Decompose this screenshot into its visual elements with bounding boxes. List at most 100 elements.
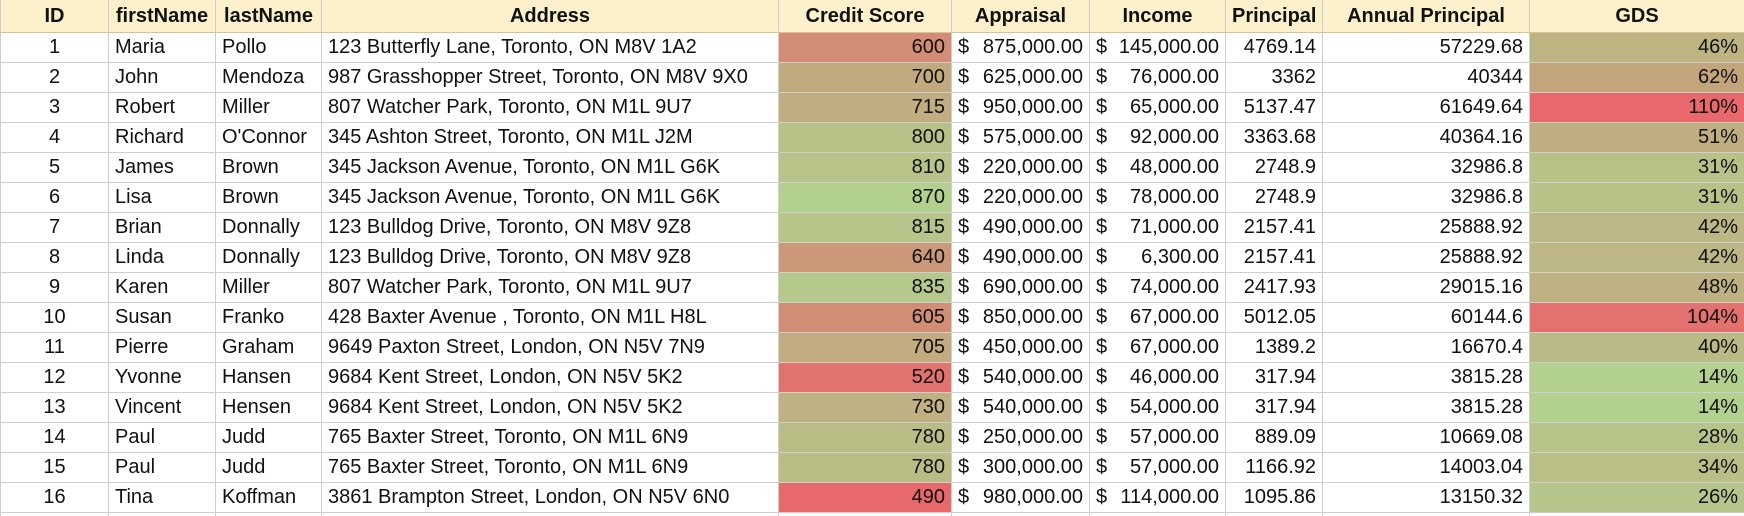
id-cell[interactable]: 4 bbox=[0, 122, 109, 153]
credit-score-cell[interactable]: 600 bbox=[778, 32, 952, 63]
annual-principal-cell[interactable]: 16670.4 bbox=[1322, 332, 1530, 363]
column-header-appraisal[interactable]: Appraisal bbox=[951, 0, 1090, 33]
first-name-cell[interactable]: Paul bbox=[108, 452, 216, 483]
principal-cell[interactable]: 1389.2 bbox=[1225, 332, 1323, 363]
appraisal-cell[interactable]: $575,000.00 bbox=[951, 122, 1090, 153]
annual-principal-cell[interactable]: 13150.32 bbox=[1322, 482, 1530, 513]
empty-cell[interactable] bbox=[1322, 512, 1530, 516]
income-cell[interactable]: $74,000.00 bbox=[1089, 272, 1226, 303]
principal-cell[interactable]: 5012.05 bbox=[1225, 302, 1323, 333]
principal-cell[interactable]: 3362 bbox=[1225, 62, 1323, 93]
id-cell[interactable]: 11 bbox=[0, 332, 109, 363]
first-name-cell[interactable]: Susan bbox=[108, 302, 216, 333]
principal-cell[interactable]: 5137.47 bbox=[1225, 92, 1323, 123]
appraisal-cell[interactable]: $220,000.00 bbox=[951, 152, 1090, 183]
column-header-first-name[interactable]: firstName bbox=[108, 0, 216, 33]
income-cell[interactable]: $78,000.00 bbox=[1089, 182, 1226, 213]
empty-cell[interactable] bbox=[1225, 512, 1323, 516]
principal-cell[interactable]: 2157.41 bbox=[1225, 212, 1323, 243]
appraisal-cell[interactable]: $250,000.00 bbox=[951, 422, 1090, 453]
income-cell[interactable]: $57,000.00 bbox=[1089, 422, 1226, 453]
last-name-cell[interactable]: Brown bbox=[215, 152, 322, 183]
appraisal-cell[interactable]: $540,000.00 bbox=[951, 362, 1090, 393]
annual-principal-cell[interactable]: 32986.8 bbox=[1322, 152, 1530, 183]
address-cell[interactable]: 345 Ashton Street, Toronto, ON M1L J2M bbox=[321, 122, 779, 153]
gds-cell[interactable]: 14% bbox=[1529, 362, 1744, 393]
address-cell[interactable]: 123 Butterfly Lane, Toronto, ON M8V 1A2 bbox=[321, 32, 779, 63]
annual-principal-cell[interactable]: 14003.04 bbox=[1322, 452, 1530, 483]
income-cell[interactable]: $67,000.00 bbox=[1089, 302, 1226, 333]
empty-cell[interactable] bbox=[951, 512, 1090, 516]
last-name-cell[interactable]: Brown bbox=[215, 182, 322, 213]
first-name-cell[interactable]: Robert bbox=[108, 92, 216, 123]
last-name-cell[interactable]: Miller bbox=[215, 272, 322, 303]
appraisal-cell[interactable]: $490,000.00 bbox=[951, 212, 1090, 243]
credit-score-cell[interactable]: 815 bbox=[778, 212, 952, 243]
appraisal-cell[interactable]: $875,000.00 bbox=[951, 32, 1090, 63]
gds-cell[interactable]: 28% bbox=[1529, 422, 1744, 453]
principal-cell[interactable]: 4769.14 bbox=[1225, 32, 1323, 63]
id-cell[interactable]: 12 bbox=[0, 362, 109, 393]
id-cell[interactable]: 16 bbox=[0, 482, 109, 513]
credit-score-cell[interactable]: 520 bbox=[778, 362, 952, 393]
annual-principal-cell[interactable]: 25888.92 bbox=[1322, 212, 1530, 243]
gds-cell[interactable]: 104% bbox=[1529, 302, 1744, 333]
annual-principal-cell[interactable]: 32986.8 bbox=[1322, 182, 1530, 213]
id-cell[interactable]: 15 bbox=[0, 452, 109, 483]
address-cell[interactable]: 123 Bulldog Drive, Toronto, ON M8V 9Z8 bbox=[321, 242, 779, 273]
principal-cell[interactable]: 2748.9 bbox=[1225, 152, 1323, 183]
first-name-cell[interactable]: John bbox=[108, 62, 216, 93]
credit-score-cell[interactable]: 810 bbox=[778, 152, 952, 183]
column-header-principal[interactable]: Principal bbox=[1225, 0, 1323, 33]
first-name-cell[interactable]: Linda bbox=[108, 242, 216, 273]
id-cell[interactable]: 7 bbox=[0, 212, 109, 243]
column-header-annual-principal[interactable]: Annual Principal bbox=[1322, 0, 1530, 33]
last-name-cell[interactable]: Mendoza bbox=[215, 62, 322, 93]
credit-score-cell[interactable]: 490 bbox=[778, 482, 952, 513]
empty-cell[interactable] bbox=[321, 512, 779, 516]
gds-cell[interactable]: 110% bbox=[1529, 92, 1744, 123]
last-name-cell[interactable]: Franko bbox=[215, 302, 322, 333]
principal-cell[interactable]: 2417.93 bbox=[1225, 272, 1323, 303]
address-cell[interactable]: 765 Baxter Street, Toronto, ON M1L 6N9 bbox=[321, 422, 779, 453]
appraisal-cell[interactable]: $450,000.00 bbox=[951, 332, 1090, 363]
appraisal-cell[interactable]: $690,000.00 bbox=[951, 272, 1090, 303]
first-name-cell[interactable]: Pierre bbox=[108, 332, 216, 363]
annual-principal-cell[interactable]: 29015.16 bbox=[1322, 272, 1530, 303]
credit-score-cell[interactable]: 780 bbox=[778, 422, 952, 453]
first-name-cell[interactable]: Vincent bbox=[108, 392, 216, 423]
gds-cell[interactable]: 40% bbox=[1529, 332, 1744, 363]
last-name-cell[interactable]: Graham bbox=[215, 332, 322, 363]
appraisal-cell[interactable]: $490,000.00 bbox=[951, 242, 1090, 273]
id-cell[interactable]: 5 bbox=[0, 152, 109, 183]
last-name-cell[interactable]: Donnally bbox=[215, 242, 322, 273]
credit-score-cell[interactable]: 780 bbox=[778, 452, 952, 483]
empty-cell[interactable] bbox=[778, 512, 952, 516]
column-header-last-name[interactable]: lastName bbox=[215, 0, 322, 33]
id-cell[interactable]: 6 bbox=[0, 182, 109, 213]
credit-score-cell[interactable]: 835 bbox=[778, 272, 952, 303]
first-name-cell[interactable]: Tina bbox=[108, 482, 216, 513]
column-header-address[interactable]: Address bbox=[321, 0, 779, 33]
income-cell[interactable]: $46,000.00 bbox=[1089, 362, 1226, 393]
empty-cell[interactable] bbox=[215, 512, 322, 516]
last-name-cell[interactable]: Hansen bbox=[215, 362, 322, 393]
income-cell[interactable]: $48,000.00 bbox=[1089, 152, 1226, 183]
annual-principal-cell[interactable]: 61649.64 bbox=[1322, 92, 1530, 123]
empty-cell[interactable] bbox=[108, 512, 216, 516]
credit-score-cell[interactable]: 715 bbox=[778, 92, 952, 123]
last-name-cell[interactable]: Judd bbox=[215, 452, 322, 483]
id-cell[interactable]: 9 bbox=[0, 272, 109, 303]
first-name-cell[interactable]: Paul bbox=[108, 422, 216, 453]
principal-cell[interactable]: 317.94 bbox=[1225, 392, 1323, 423]
income-cell[interactable]: $76,000.00 bbox=[1089, 62, 1226, 93]
credit-score-cell[interactable]: 730 bbox=[778, 392, 952, 423]
first-name-cell[interactable]: Richard bbox=[108, 122, 216, 153]
income-cell[interactable]: $6,300.00 bbox=[1089, 242, 1226, 273]
income-cell[interactable]: $67,000.00 bbox=[1089, 332, 1226, 363]
principal-cell[interactable]: 2748.9 bbox=[1225, 182, 1323, 213]
income-cell[interactable]: $92,000.00 bbox=[1089, 122, 1226, 153]
last-name-cell[interactable]: Pollo bbox=[215, 32, 322, 63]
appraisal-cell[interactable]: $980,000.00 bbox=[951, 482, 1090, 513]
empty-cell[interactable] bbox=[1529, 512, 1744, 516]
